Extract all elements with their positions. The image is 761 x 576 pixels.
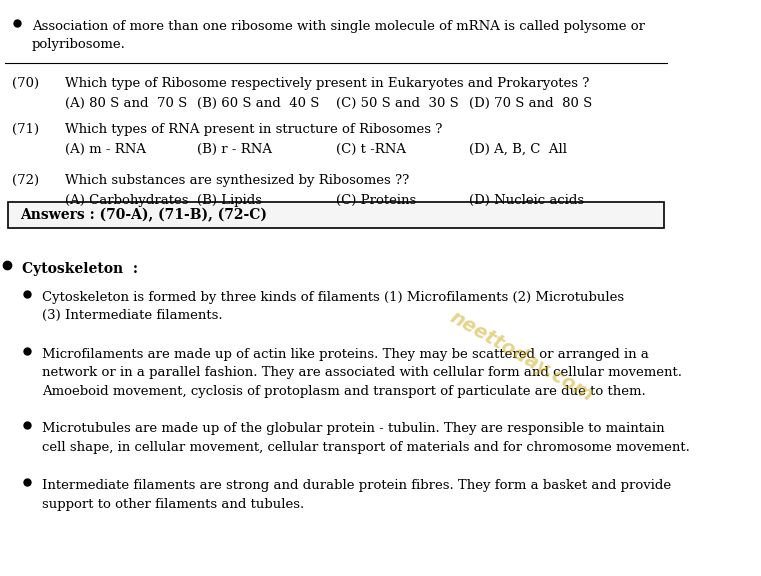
Text: Which substances are synthesized by Ribosomes ??: Which substances are synthesized by Ribo… [65,174,409,187]
Text: Intermediate filaments are strong and durable protein fibres. They form a basket: Intermediate filaments are strong and du… [42,479,670,510]
Text: (D) 70 S and  80 S: (D) 70 S and 80 S [469,97,592,110]
Text: (71): (71) [12,123,39,135]
FancyBboxPatch shape [8,202,664,228]
Text: (B) Lipids: (B) Lipids [197,194,263,207]
Text: Microtubules are made up of the globular protein - tubulin. They are responsible: Microtubules are made up of the globular… [42,422,689,453]
Text: Cytoskeleton is formed by three kinds of filaments (1) Microfilaments (2) Microt: Cytoskeleton is formed by three kinds of… [42,291,624,323]
Text: Association of more than one ribosome with single molecule of mRNA is called pol: Association of more than one ribosome wi… [32,20,645,51]
Text: (C) 50 S and  30 S: (C) 50 S and 30 S [336,97,459,110]
Text: (70): (70) [12,77,39,90]
Text: neettoday.com: neettoday.com [447,308,597,406]
Text: Which type of Ribosome respectively present in Eukaryotes and Prokaryotes ?: Which type of Ribosome respectively pres… [65,77,589,90]
Text: (D) A, B, C  All: (D) A, B, C All [469,142,567,156]
Text: Cytoskeleton  :: Cytoskeleton : [22,262,138,276]
Text: (C) Proteins: (C) Proteins [336,194,417,207]
Text: (B) r - RNA: (B) r - RNA [197,142,272,156]
Text: Which types of RNA present in structure of Ribosomes ?: Which types of RNA present in structure … [65,123,442,135]
Text: (B) 60 S and  40 S: (B) 60 S and 40 S [197,97,320,110]
Text: (C) t -RNA: (C) t -RNA [336,142,406,156]
Text: Microfilaments are made up of actin like proteins. They may be scattered or arra: Microfilaments are made up of actin like… [42,348,682,398]
Text: (72): (72) [12,174,39,187]
Text: (A) 80 S and  70 S: (A) 80 S and 70 S [65,97,187,110]
Text: (A) Carbohydrates: (A) Carbohydrates [65,194,188,207]
Text: (D) Nucleic acids: (D) Nucleic acids [469,194,584,207]
Text: (A) m - RNA: (A) m - RNA [65,142,146,156]
Text: Answers : (70-A), (71-B), (72-C): Answers : (70-A), (71-B), (72-C) [20,208,267,222]
